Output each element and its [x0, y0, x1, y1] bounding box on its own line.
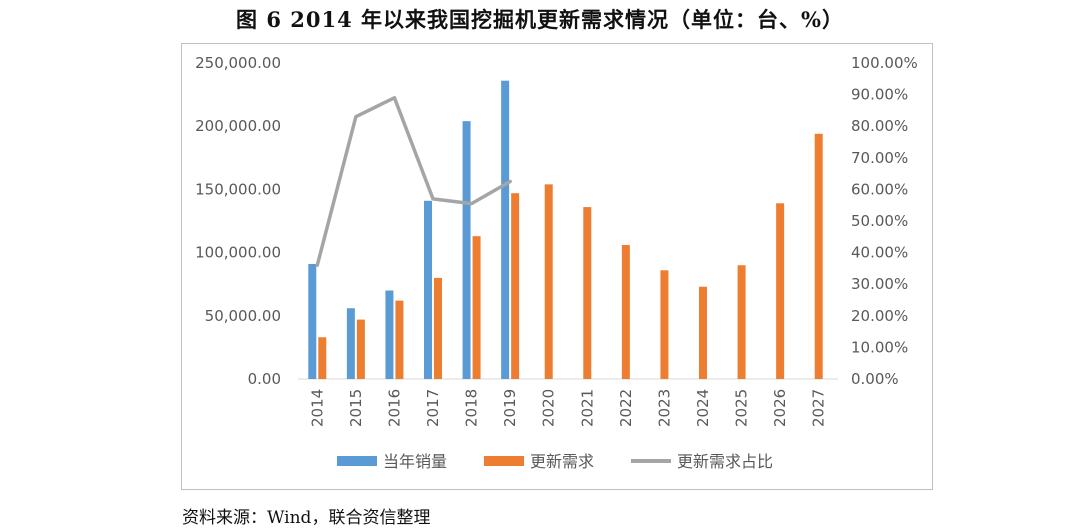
bar-demand — [814, 133, 823, 379]
bar-sales — [385, 290, 394, 379]
line-ratio — [315, 96, 512, 267]
legend-demand-swatch — [484, 456, 524, 466]
bar-demand — [318, 337, 327, 379]
bar-demand — [395, 300, 404, 379]
bar-sales — [462, 121, 471, 380]
x-tick-label: 2015 — [347, 389, 365, 427]
right-tick-label: 60.00% — [851, 180, 908, 198]
right-tick-label: 50.00% — [851, 212, 908, 230]
bar-demand — [434, 277, 442, 379]
left-tick-label: 50,000.00 — [205, 307, 281, 325]
bar-demand — [621, 245, 630, 379]
right-tick-label: 90.00% — [851, 86, 908, 104]
chart-frame — [181, 43, 933, 490]
x-tick-label: 2023 — [655, 389, 673, 427]
left-tick-label: 200,000.00 — [195, 117, 281, 135]
x-tick-label: 2024 — [694, 389, 712, 427]
right-tick-label: 40.00% — [851, 244, 908, 262]
legend-sales-label: 当年销量 — [383, 452, 447, 471]
right-tick-label: 10.00% — [851, 338, 908, 356]
source-note: 资料来源：Wind，联合资信整理 — [182, 508, 431, 528]
x-tick-label: 2025 — [733, 389, 751, 427]
x-tick-label: 2016 — [385, 389, 403, 427]
x-tick-label: 2022 — [617, 389, 635, 427]
bar-demand — [583, 207, 592, 379]
bar-sales — [308, 263, 317, 379]
x-tick-label: 2021 — [578, 389, 596, 427]
right-tick-label: 20.00% — [851, 307, 908, 325]
bar-demand — [699, 286, 707, 379]
bar-demand — [472, 236, 481, 379]
left-tick-label: 0.00 — [248, 370, 281, 388]
bar-demand — [737, 265, 746, 379]
bar-demand — [660, 270, 669, 379]
legend-demand-label: 更新需求 — [530, 452, 594, 471]
right-tick-label: 80.00% — [851, 117, 908, 135]
legend-ratio-label: 更新需求占比 — [677, 452, 773, 471]
right-tick-label: 70.00% — [851, 149, 908, 167]
right-tick-label: 100.00% — [851, 54, 918, 72]
legend-sales-swatch — [337, 456, 377, 466]
bar-demand — [776, 203, 785, 379]
left-tick-label: 100,000.00 — [195, 244, 281, 262]
left-tick-label: 150,000.00 — [195, 180, 281, 198]
right-tick-label: 30.00% — [851, 275, 908, 293]
x-tick-label: 2017 — [424, 389, 442, 427]
bar-sales — [424, 200, 432, 379]
x-tick-label: 2019 — [501, 389, 519, 427]
x-tick-label: 2020 — [540, 389, 558, 427]
x-tick-label: 2026 — [771, 389, 789, 427]
left-tick-label: 250,000.00 — [195, 54, 281, 72]
x-tick-label: 2014 — [308, 389, 326, 427]
bar-demand — [356, 319, 365, 379]
bar-demand — [544, 184, 553, 379]
x-tick-label: 2027 — [810, 389, 828, 427]
bar-sales — [346, 308, 355, 379]
chart-title: 图 6 2014 年以来我国挖掘机更新需求情况（单位：台、%） — [236, 7, 844, 32]
bar-sales — [501, 80, 510, 380]
x-tick-label: 2018 — [463, 389, 481, 427]
right-tick-label: 0.00% — [851, 370, 899, 388]
bar-demand — [511, 193, 520, 379]
